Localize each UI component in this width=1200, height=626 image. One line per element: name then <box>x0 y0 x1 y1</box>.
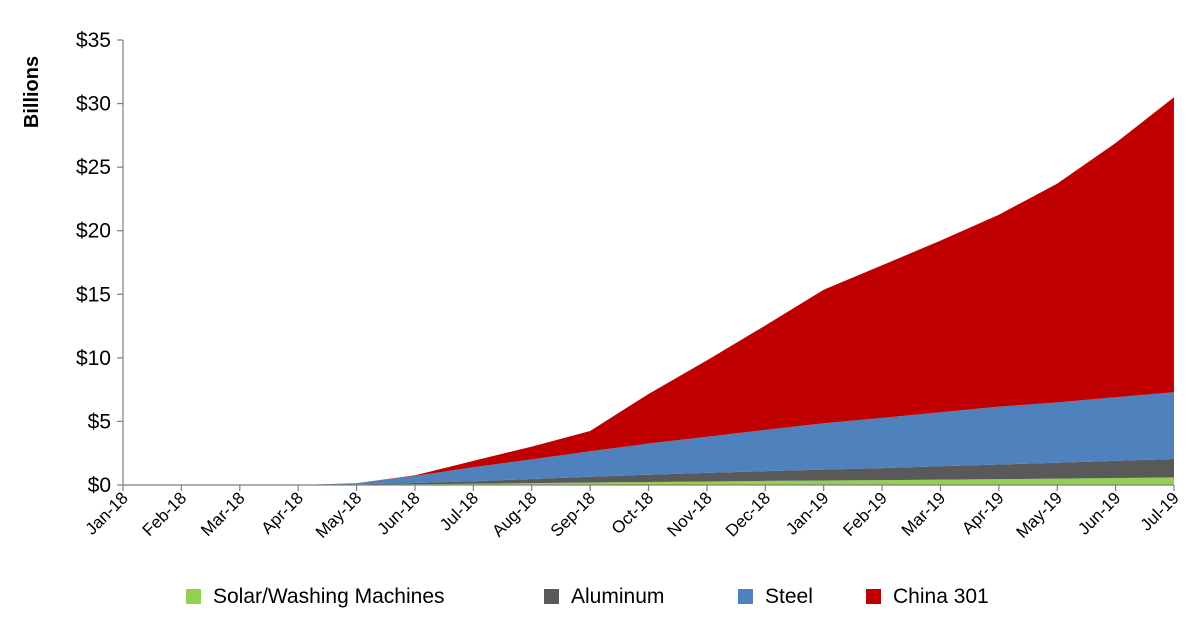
x-ticks: Jan-18 Feb-18 Mar-18 Apr-18 May-18 Jun-18 Jul-… <box>82 485 1183 542</box>
x-tick-label: Mar-19 <box>898 488 950 540</box>
area-solar-washing-machines <box>123 477 1174 485</box>
x-tick-label: Jul-18 <box>436 488 482 534</box>
y-ticks: $0 $5 $10 $15 $20 $25 $30 $35 <box>76 29 123 497</box>
x-tick-label: Jul-19 <box>1137 488 1183 534</box>
area-aluminum <box>123 458 1174 485</box>
legend-label-aluminum: Aluminum <box>571 585 664 608</box>
x-tick-label: Sep-18 <box>547 488 599 540</box>
x-tick-label: May-18 <box>312 488 366 542</box>
y-axis-title: Billions <box>21 56 43 128</box>
y-tick-label: $15 <box>76 283 111 306</box>
y-tick-label: $30 <box>76 93 111 116</box>
x-tick-label: Apr-19 <box>958 488 1008 538</box>
y-tick-label: $25 <box>76 156 111 179</box>
x-tick-label: Aug-18 <box>488 488 540 540</box>
x-tick-label: Jun-19 <box>1074 488 1124 538</box>
x-tick-label: Apr-18 <box>257 488 307 538</box>
x-tick-label: Jun-18 <box>374 488 424 538</box>
legend-label-solar-washing-machines: Solar/Washing Machines <box>213 585 445 608</box>
legend-swatch-solar-washing-machines <box>186 589 201 604</box>
x-tick-label: Dec-18 <box>722 488 774 540</box>
area-china-301 <box>123 97 1174 486</box>
x-tick-label: Jan-19 <box>782 488 832 538</box>
y-tick-label: $10 <box>76 347 111 370</box>
x-tick-label: Nov-18 <box>664 488 716 540</box>
x-tick-label: Oct-18 <box>608 488 658 538</box>
areas-layer <box>123 97 1174 486</box>
y-tick-label: $20 <box>76 220 111 243</box>
y-tick-label: $0 <box>88 474 111 497</box>
legend-label-china-301: China 301 <box>893 585 989 608</box>
x-tick-label: May-19 <box>1013 488 1067 542</box>
legend-swatch-steel <box>738 589 753 604</box>
x-tick-label: Feb-19 <box>839 488 891 540</box>
x-tick-label: Feb-18 <box>139 488 191 540</box>
y-tick-label: $35 <box>76 29 111 52</box>
y-tick-label: $5 <box>88 410 111 433</box>
legend-label-steel: Steel <box>765 585 813 608</box>
legend-swatch-china-301 <box>866 589 881 604</box>
legend: Solar/Washing Machines Aluminum Steel China… <box>186 585 989 608</box>
area-steel <box>123 392 1174 485</box>
x-tick-label: Mar-18 <box>197 488 249 540</box>
legend-swatch-aluminum <box>544 589 559 604</box>
